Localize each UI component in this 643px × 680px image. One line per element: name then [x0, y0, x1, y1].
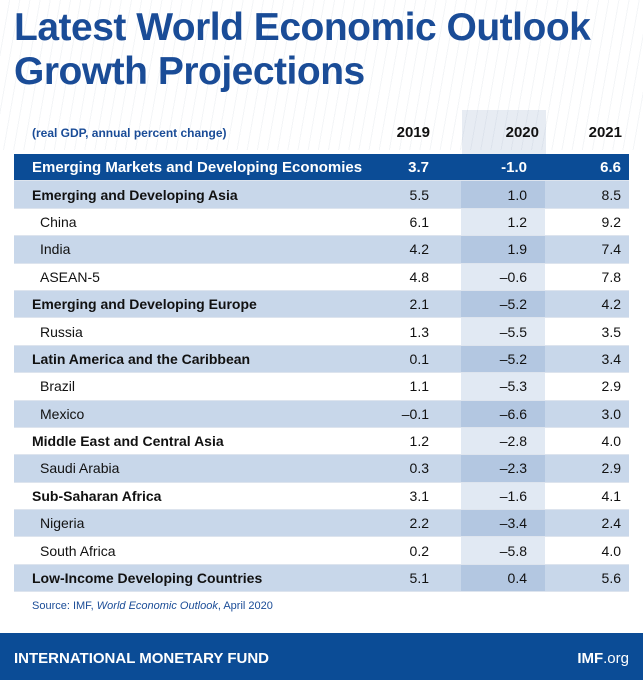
- value-2019: 0.1: [369, 345, 429, 374]
- table-row: Sub-Saharan Africa 3.1 –1.6 4.1: [14, 482, 629, 511]
- table-row: Low-Income Developing Countries 5.1 0.4 5.6: [14, 564, 629, 593]
- unit-label: (real GDP, annual percent change): [32, 126, 227, 140]
- value-2021: 4.1: [545, 482, 629, 511]
- table-header: (real GDP, annual percent change) 2019 2…: [14, 120, 629, 148]
- value-2019: 5.1: [369, 564, 429, 593]
- row-label: Middle East and Central Asia: [14, 427, 369, 456]
- value-2019: 4.2: [369, 235, 429, 264]
- org-name: INTERNATIONAL MONETARY FUND: [14, 650, 269, 667]
- row-label: China: [14, 208, 369, 237]
- value-2021: 7.4: [545, 235, 629, 264]
- title-line-1: Latest World Economic Outlook: [14, 6, 591, 49]
- value-2020: 1.2: [461, 208, 545, 237]
- year-2019: 2019: [396, 124, 430, 141]
- value-2019: 1.1: [369, 372, 429, 401]
- row-label: Emerging and Developing Asia: [14, 180, 369, 209]
- row-label: Brazil: [14, 372, 369, 401]
- value-2019: 3.7: [369, 154, 429, 182]
- row-label: ASEAN-5: [14, 263, 369, 291]
- table-row: Saudi Arabia 0.3 –2.3 2.9: [14, 454, 629, 483]
- table-row: Brazil 1.1 –5.3 2.9: [14, 372, 629, 401]
- row-label: India: [14, 235, 369, 264]
- site-rest: .org: [603, 650, 629, 667]
- value-2021: 5.6: [545, 564, 629, 593]
- table-row: Emerging and Developing Asia 5.5 1.0 8.5: [14, 180, 629, 209]
- title-line-2: Growth Projections: [14, 50, 365, 93]
- site-bold: IMF: [577, 650, 604, 667]
- value-2019: 5.5: [369, 180, 429, 209]
- value-2020: –2.8: [461, 427, 545, 456]
- value-2021: 7.8: [545, 263, 629, 291]
- table-row: Russia 1.3 –5.5 3.5: [14, 317, 629, 346]
- value-2021: 3.4: [545, 345, 629, 374]
- table-row: India 4.2 1.9 7.4: [14, 235, 629, 264]
- value-2020: –5.3: [461, 372, 545, 401]
- table-row: China 6.1 1.2 9.2: [14, 208, 629, 237]
- year-2020: 2020: [505, 124, 539, 141]
- value-2019: 3.1: [369, 482, 429, 511]
- value-2021: 2.9: [545, 454, 629, 483]
- source-publication: World Economic Outlook: [96, 600, 218, 612]
- value-2021: 6.6: [545, 154, 629, 182]
- row-label: Emerging and Developing Europe: [14, 290, 369, 319]
- row-label: Latin America and the Caribbean: [14, 345, 369, 374]
- source-prefix: Source: IMF,: [32, 600, 97, 612]
- row-label: Mexico: [14, 400, 369, 428]
- table-row: Emerging and Developing Europe 2.1 –5.2 4.2: [14, 290, 629, 319]
- growth-table: Emerging Markets and Developing Economie…: [14, 154, 629, 593]
- row-label: Sub-Saharan Africa: [14, 482, 369, 511]
- value-2020: -1.0: [461, 154, 545, 182]
- value-2021: 4.0: [545, 536, 629, 565]
- value-2020: –5.5: [461, 317, 545, 346]
- source-date: , April 2020: [217, 600, 273, 612]
- row-label: Nigeria: [14, 509, 369, 538]
- table-row: ASEAN-5 4.8 –0.6 7.8: [14, 263, 629, 291]
- value-2020: 0.4: [461, 564, 545, 593]
- table-row: Latin America and the Caribbean 0.1 –5.2 3.…: [14, 345, 629, 374]
- row-label: Emerging Markets and Developing Economie…: [14, 154, 369, 182]
- value-2020: –1.6: [461, 482, 545, 511]
- value-2019: 0.2: [369, 536, 429, 565]
- table-row: Middle East and Central Asia 1.2 –2.8 4.0: [14, 427, 629, 456]
- value-2021: 4.2: [545, 290, 629, 319]
- value-2021: 3.5: [545, 317, 629, 346]
- site-link[interactable]: IMF.org: [577, 650, 629, 667]
- table-row: South Africa 0.2 –5.8 4.0: [14, 536, 629, 565]
- value-2019: 2.2: [369, 509, 429, 538]
- wave-background: [0, 0, 643, 150]
- value-2019: –0.1: [369, 400, 429, 428]
- source-note: Source: IMF, World Economic Outlook, Apr…: [32, 600, 273, 612]
- table-row: Emerging Markets and Developing Economie…: [14, 154, 629, 182]
- value-2019: 0.3: [369, 454, 429, 483]
- value-2019: 1.2: [369, 427, 429, 456]
- row-label: Low-Income Developing Countries: [14, 564, 369, 593]
- value-2021: 2.9: [545, 372, 629, 401]
- footer-bar: INTERNATIONAL MONETARY FUND IMF.org: [0, 633, 643, 680]
- value-2020: –3.4: [461, 509, 545, 538]
- value-2020: –0.6: [461, 263, 545, 291]
- value-2019: 2.1: [369, 290, 429, 319]
- row-label: South Africa: [14, 536, 369, 565]
- value-2021: 3.0: [545, 400, 629, 428]
- table-row: Nigeria 2.2 –3.4 2.4: [14, 509, 629, 538]
- value-2020: –5.2: [461, 345, 545, 374]
- row-label: Russia: [14, 317, 369, 346]
- page-title: Latest World Economic Outlook Growth Proj…: [14, 6, 591, 94]
- value-2020: –5.2: [461, 290, 545, 319]
- value-2020: –2.3: [461, 454, 545, 483]
- value-2019: 4.8: [369, 263, 429, 291]
- value-2020: –6.6: [461, 400, 545, 428]
- value-2021: 9.2: [545, 208, 629, 237]
- value-2020: 1.9: [461, 235, 545, 264]
- year-2021: 2021: [588, 124, 622, 141]
- value-2021: 2.4: [545, 509, 629, 538]
- value-2019: 1.3: [369, 317, 429, 346]
- row-label: Saudi Arabia: [14, 454, 369, 483]
- value-2020: 1.0: [461, 180, 545, 209]
- value-2021: 4.0: [545, 427, 629, 456]
- value-2020: –5.8: [461, 536, 545, 565]
- table-row: Mexico –0.1 –6.6 3.0: [14, 400, 629, 428]
- value-2019: 6.1: [369, 208, 429, 237]
- value-2021: 8.5: [545, 180, 629, 209]
